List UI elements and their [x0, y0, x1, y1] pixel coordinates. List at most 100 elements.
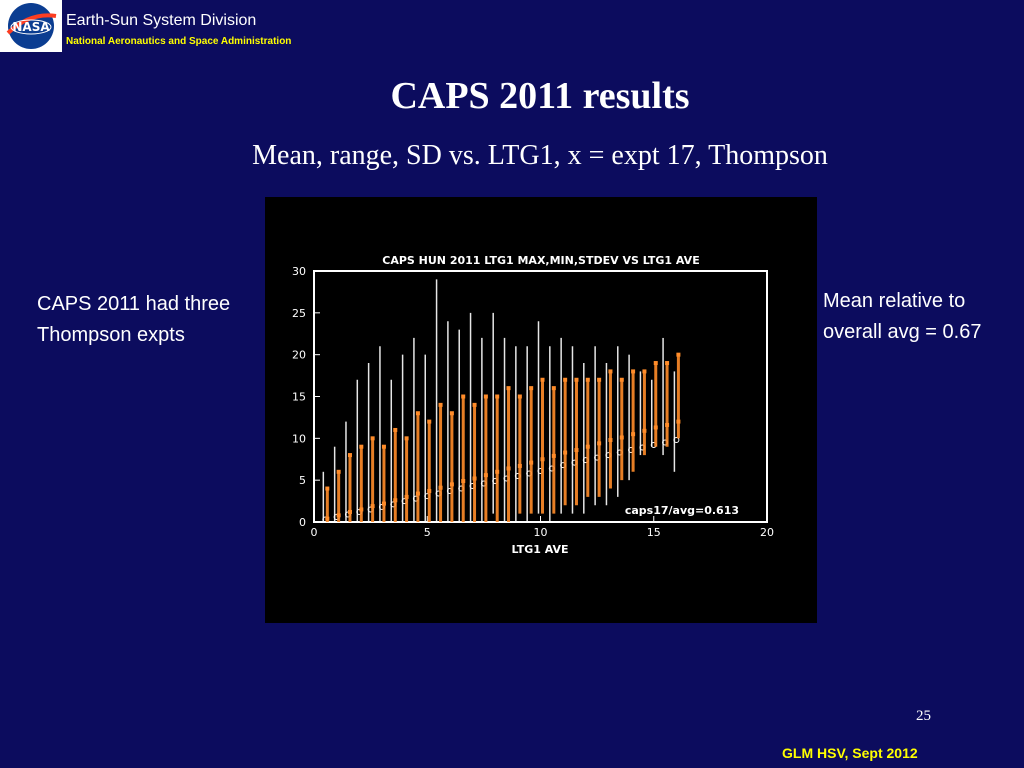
max-marker: [359, 444, 364, 449]
y-tick-label: 20: [292, 349, 306, 362]
y-axis: 0 5 10 15 20 25 30: [292, 265, 320, 529]
page-number: 25: [916, 708, 931, 724]
all-members-series: [322, 279, 680, 523]
slide-title: CAPS 2011 results: [390, 75, 690, 117]
max-marker: [551, 386, 556, 391]
mean-marker: [472, 476, 477, 481]
plot-area-border: [313, 270, 768, 523]
max-marker: [449, 411, 454, 416]
max-marker: [381, 444, 386, 449]
y-tick-label: 10: [292, 432, 306, 445]
max-marker: [540, 377, 545, 382]
x-tick-label: 10: [534, 526, 548, 539]
mean-marker: [427, 489, 432, 494]
mean-marker: [449, 482, 454, 487]
x-axis: 0 5 10 15 20: [311, 516, 774, 539]
mean-marker: [336, 513, 341, 518]
max-marker: [642, 369, 647, 374]
max-marker: [517, 394, 522, 399]
mean-marker: [370, 504, 375, 509]
footer-text: GLM HSV, Sept 2012: [782, 745, 918, 761]
mean-marker: [597, 441, 602, 446]
chart-panel: CAPS HUN 2011 LTG1 MAX,MIN,STDEV VS LTG1…: [265, 197, 817, 623]
mean-marker: [608, 438, 613, 443]
mean-marker: [393, 498, 398, 503]
mean-marker: [551, 453, 556, 458]
max-marker: [631, 369, 636, 374]
x-tick-label: 15: [647, 526, 661, 539]
mean-marker: [574, 448, 579, 453]
x-tick-label: 20: [760, 526, 774, 539]
logo-vector-swoosh: [6, 13, 57, 35]
max-marker: [393, 427, 398, 432]
chart-annotation: caps17/avg=0.613: [625, 504, 739, 517]
mean-marker: [461, 479, 466, 484]
mean-marker: [415, 491, 420, 496]
mean-marker: [665, 422, 670, 427]
right-note: Mean relative to overall avg = 0.67: [823, 290, 982, 343]
slide-subtitle: Mean, range, SD vs. LTG1, x = expt 17, T…: [252, 140, 828, 171]
mean-marker: [495, 469, 500, 474]
mean-marker: [676, 419, 681, 424]
y-tick-label: 5: [299, 474, 306, 487]
logo-wordmark: NASA: [12, 20, 50, 34]
logo-orbit: [10, 19, 52, 35]
mean-marker: [653, 425, 658, 430]
mean-marker: [517, 463, 522, 468]
max-marker: [438, 402, 443, 407]
mean-marker: [540, 457, 545, 462]
mean-marker: [359, 507, 364, 512]
max-marker: [608, 369, 613, 374]
mean-marker: [483, 473, 488, 478]
mean-marker: [585, 444, 590, 449]
max-marker: [676, 352, 681, 357]
y-tick-label: 30: [292, 265, 306, 278]
x-tick-label: 5: [424, 526, 431, 539]
max-marker: [347, 453, 352, 458]
scatter-chart: CAPS HUN 2011 LTG1 MAX,MIN,STDEV VS LTG1…: [292, 254, 774, 556]
max-marker: [506, 386, 511, 391]
max-marker: [653, 361, 658, 366]
mean-marker: [563, 450, 568, 455]
mean-marker: [673, 437, 680, 444]
nasa-logo: NASA: [0, 0, 62, 52]
max-marker: [483, 394, 488, 399]
max-marker: [404, 436, 409, 441]
max-marker: [461, 394, 466, 399]
max-marker: [597, 377, 602, 382]
max-marker: [336, 469, 341, 474]
max-marker: [665, 361, 670, 366]
expt17-series: [325, 352, 681, 522]
max-marker: [563, 377, 568, 382]
org-subtitle: National Aeronautics and Space Administr…: [66, 36, 292, 47]
max-marker: [427, 419, 432, 424]
mean-marker: [438, 485, 443, 490]
left-note: CAPS 2011 had three Thompson expts: [37, 293, 231, 346]
y-tick-label: 25: [292, 307, 306, 320]
max-marker: [585, 377, 590, 382]
max-marker: [495, 394, 500, 399]
max-marker: [619, 377, 624, 382]
max-marker: [529, 386, 534, 391]
max-marker: [370, 436, 375, 441]
max-marker: [415, 411, 420, 416]
mean-marker: [642, 428, 647, 433]
mean-marker: [325, 516, 330, 521]
mean-marker: [529, 460, 534, 465]
max-marker: [325, 486, 330, 491]
mean-marker: [619, 435, 624, 440]
max-marker: [574, 377, 579, 382]
mean-marker: [631, 432, 636, 437]
mean-marker: [404, 494, 409, 499]
x-tick-label: 0: [311, 526, 318, 539]
org-title: Earth-Sun System Division: [66, 12, 257, 29]
max-marker: [472, 402, 477, 407]
x-axis-label: LTG1 AVE: [512, 543, 569, 556]
y-tick-label: 15: [292, 391, 306, 404]
mean-marker: [347, 509, 352, 514]
mean-marker: [506, 466, 511, 471]
nasa-logo-graphic: NASA: [6, 3, 57, 49]
chart-title: CAPS HUN 2011 LTG1 MAX,MIN,STDEV VS LTG1…: [382, 254, 699, 267]
y-tick-label: 0: [299, 516, 306, 529]
mean-marker: [381, 501, 386, 506]
